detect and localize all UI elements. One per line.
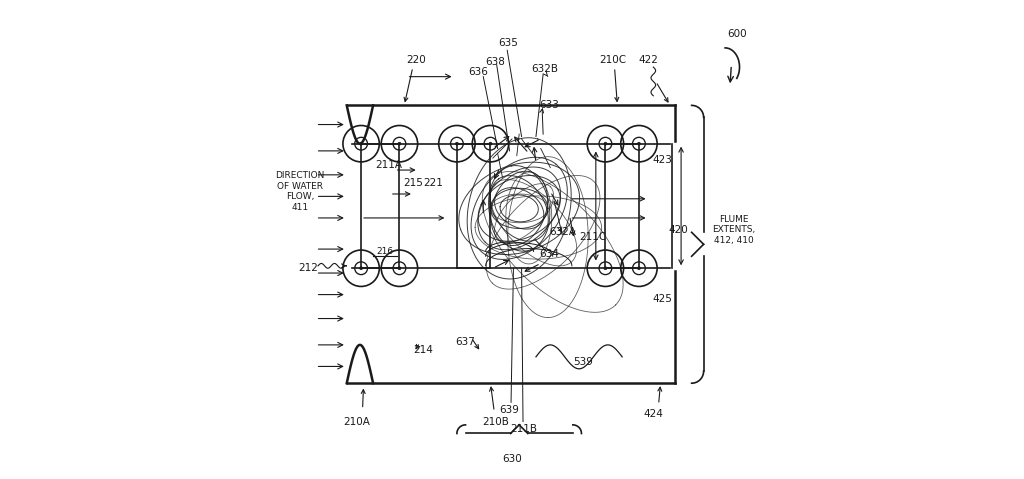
Circle shape: [398, 142, 400, 145]
Text: 210B: 210B: [482, 417, 509, 426]
Circle shape: [359, 142, 362, 145]
Text: 632A: 632A: [549, 228, 575, 237]
Text: 214: 214: [414, 345, 433, 354]
Text: 211C: 211C: [579, 232, 606, 242]
Text: 632B: 632B: [531, 65, 558, 74]
Text: 635: 635: [499, 38, 518, 48]
Text: 420: 420: [669, 225, 688, 235]
Text: 539: 539: [573, 357, 593, 366]
Circle shape: [604, 142, 607, 145]
Text: 210C: 210C: [599, 55, 626, 65]
Text: 212: 212: [298, 263, 318, 273]
Text: 211B: 211B: [511, 424, 538, 433]
Circle shape: [604, 267, 607, 270]
Text: 220: 220: [407, 55, 426, 65]
Text: 424: 424: [643, 410, 664, 419]
Text: 636: 636: [469, 67, 488, 77]
Text: 422: 422: [639, 55, 658, 65]
Text: 600: 600: [727, 29, 746, 38]
Circle shape: [489, 142, 492, 145]
Text: 630: 630: [502, 454, 522, 464]
Text: FLUME
EXTENTS,
412, 410: FLUME EXTENTS, 412, 410: [712, 215, 756, 245]
Text: 638: 638: [485, 57, 505, 67]
Circle shape: [359, 267, 362, 270]
Text: 634: 634: [540, 249, 559, 259]
Circle shape: [398, 267, 400, 270]
Text: 637: 637: [456, 338, 475, 347]
Circle shape: [456, 142, 459, 145]
Text: DIRECTION
OF WATER
FLOW,
411: DIRECTION OF WATER FLOW, 411: [275, 171, 325, 212]
Text: 211A: 211A: [376, 160, 402, 170]
Circle shape: [638, 142, 640, 145]
Text: 215: 215: [402, 179, 423, 188]
Text: 639: 639: [499, 405, 519, 414]
Circle shape: [638, 267, 640, 270]
Text: 221: 221: [423, 179, 443, 188]
Text: 210A: 210A: [343, 417, 370, 426]
Text: 633: 633: [539, 101, 559, 110]
Text: 423: 423: [652, 156, 672, 165]
Text: 425: 425: [652, 295, 672, 304]
Text: 216: 216: [377, 247, 393, 256]
